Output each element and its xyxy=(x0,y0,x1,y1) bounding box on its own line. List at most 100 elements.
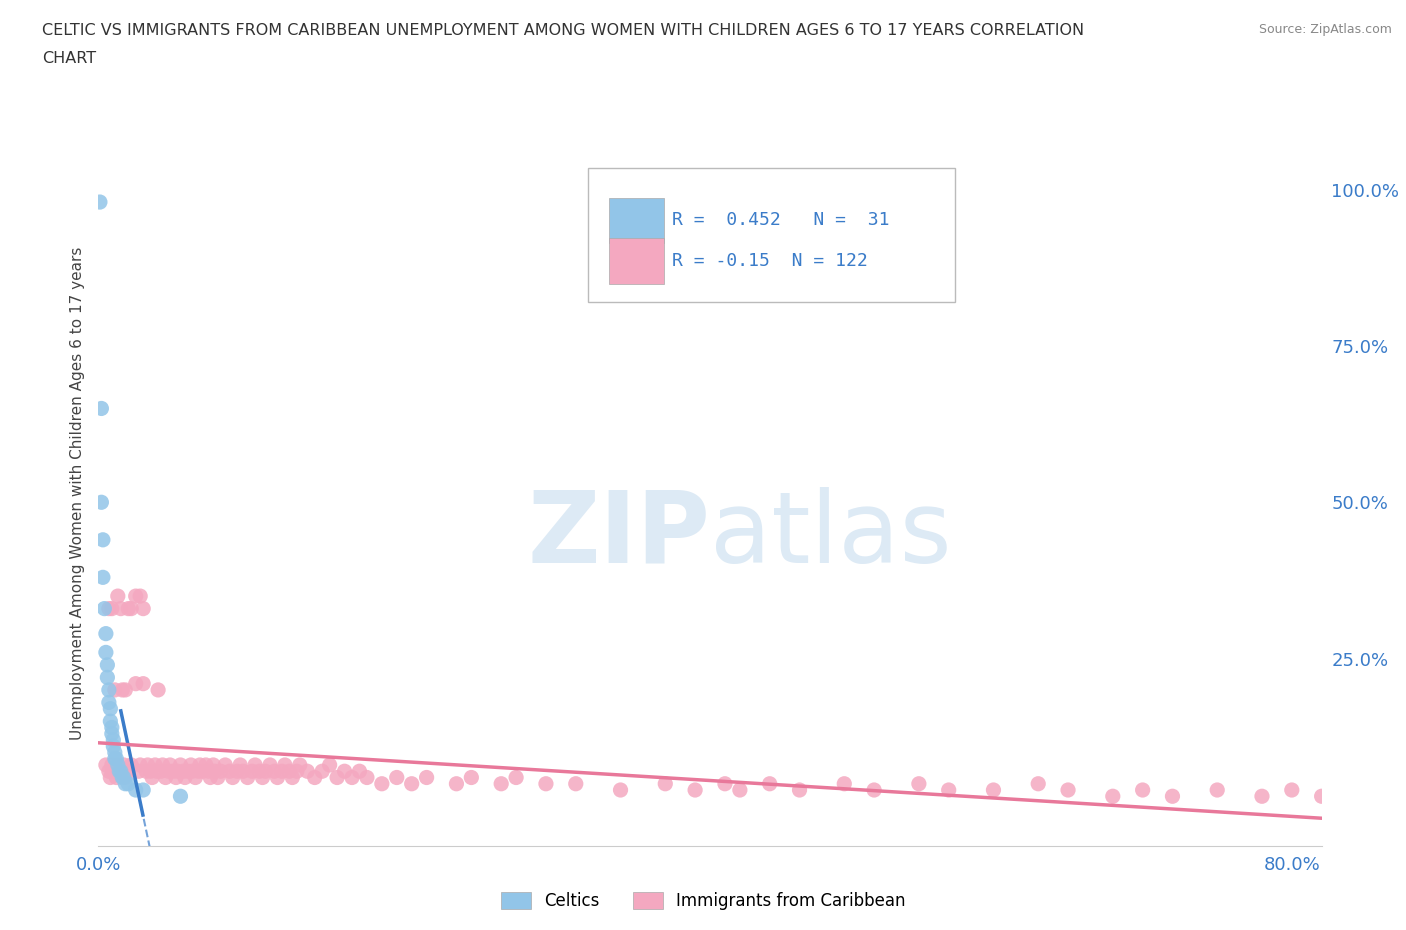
Point xyxy=(97,695,120,710)
Point xyxy=(259,758,281,773)
Point xyxy=(297,764,319,778)
Text: R = -0.15  N = 122: R = -0.15 N = 122 xyxy=(672,252,868,271)
Point xyxy=(105,751,128,766)
Point xyxy=(108,764,131,778)
Point xyxy=(165,770,187,785)
Point xyxy=(1101,789,1123,804)
Point xyxy=(385,770,408,785)
Point xyxy=(145,764,167,778)
Point xyxy=(263,764,285,778)
FancyBboxPatch shape xyxy=(609,238,664,285)
Point xyxy=(181,764,204,778)
Point xyxy=(101,726,124,741)
Point xyxy=(415,770,437,785)
Point xyxy=(91,532,114,547)
Point xyxy=(103,733,125,748)
Point xyxy=(240,764,263,778)
FancyBboxPatch shape xyxy=(609,197,664,244)
Point xyxy=(107,758,129,773)
Point xyxy=(117,601,139,616)
Point xyxy=(188,758,211,773)
Point xyxy=(98,770,121,785)
Point xyxy=(111,683,134,698)
Point xyxy=(349,764,371,778)
Point xyxy=(318,758,340,773)
Point xyxy=(136,758,159,773)
Text: CHART: CHART xyxy=(42,51,96,66)
Point xyxy=(326,770,349,785)
Point xyxy=(112,770,135,785)
Point xyxy=(1132,782,1154,797)
Point xyxy=(159,758,181,773)
Point xyxy=(714,777,737,791)
Point xyxy=(105,770,128,785)
Point xyxy=(129,758,152,773)
Point xyxy=(98,713,121,728)
Point xyxy=(1057,782,1080,797)
Point xyxy=(129,589,152,604)
Point xyxy=(371,777,394,791)
Point xyxy=(110,764,132,778)
Point xyxy=(460,770,482,785)
Point xyxy=(103,764,125,778)
Point xyxy=(98,701,121,716)
Point xyxy=(184,770,207,785)
Point xyxy=(139,764,162,778)
Point xyxy=(143,758,166,773)
Point xyxy=(1206,782,1229,797)
Point xyxy=(1310,789,1333,804)
Point xyxy=(125,589,148,604)
Point xyxy=(198,764,221,778)
Point xyxy=(169,758,191,773)
Point xyxy=(232,764,254,778)
Point xyxy=(150,764,173,778)
Point xyxy=(114,777,136,791)
Point xyxy=(107,758,129,773)
Point xyxy=(209,764,232,778)
Point xyxy=(104,683,127,698)
Point xyxy=(356,770,378,785)
Point xyxy=(94,626,117,641)
Point xyxy=(654,777,676,791)
Point xyxy=(266,770,288,785)
Point xyxy=(180,758,202,773)
Point xyxy=(565,777,588,791)
Point xyxy=(243,758,266,773)
Point xyxy=(104,745,127,760)
Point xyxy=(146,683,169,698)
Point xyxy=(112,758,135,773)
Point xyxy=(1026,777,1049,791)
Point xyxy=(218,764,240,778)
Point xyxy=(214,758,236,773)
Point xyxy=(135,764,157,778)
Point xyxy=(194,758,217,773)
Point xyxy=(505,770,527,785)
Point xyxy=(101,758,124,773)
Point xyxy=(111,770,134,785)
Point xyxy=(863,782,886,797)
Point xyxy=(221,770,243,785)
Point xyxy=(155,770,177,785)
Point xyxy=(609,782,631,797)
Point xyxy=(91,570,114,585)
Point xyxy=(204,764,226,778)
FancyBboxPatch shape xyxy=(588,167,955,302)
Point xyxy=(114,683,136,698)
Point xyxy=(174,770,197,785)
Point xyxy=(288,758,311,773)
Point xyxy=(152,758,174,773)
Point xyxy=(758,777,780,791)
Point xyxy=(117,777,139,791)
Point xyxy=(278,764,301,778)
Point xyxy=(93,601,115,616)
Point xyxy=(117,764,139,778)
Point xyxy=(1251,789,1274,804)
Point xyxy=(96,658,118,672)
Legend: Celtics, Immigrants from Caribbean: Celtics, Immigrants from Caribbean xyxy=(494,885,912,917)
Point xyxy=(281,770,304,785)
Point xyxy=(789,782,811,797)
Point xyxy=(908,777,931,791)
Point xyxy=(983,782,1005,797)
Point xyxy=(340,770,363,785)
Point xyxy=(104,751,127,766)
